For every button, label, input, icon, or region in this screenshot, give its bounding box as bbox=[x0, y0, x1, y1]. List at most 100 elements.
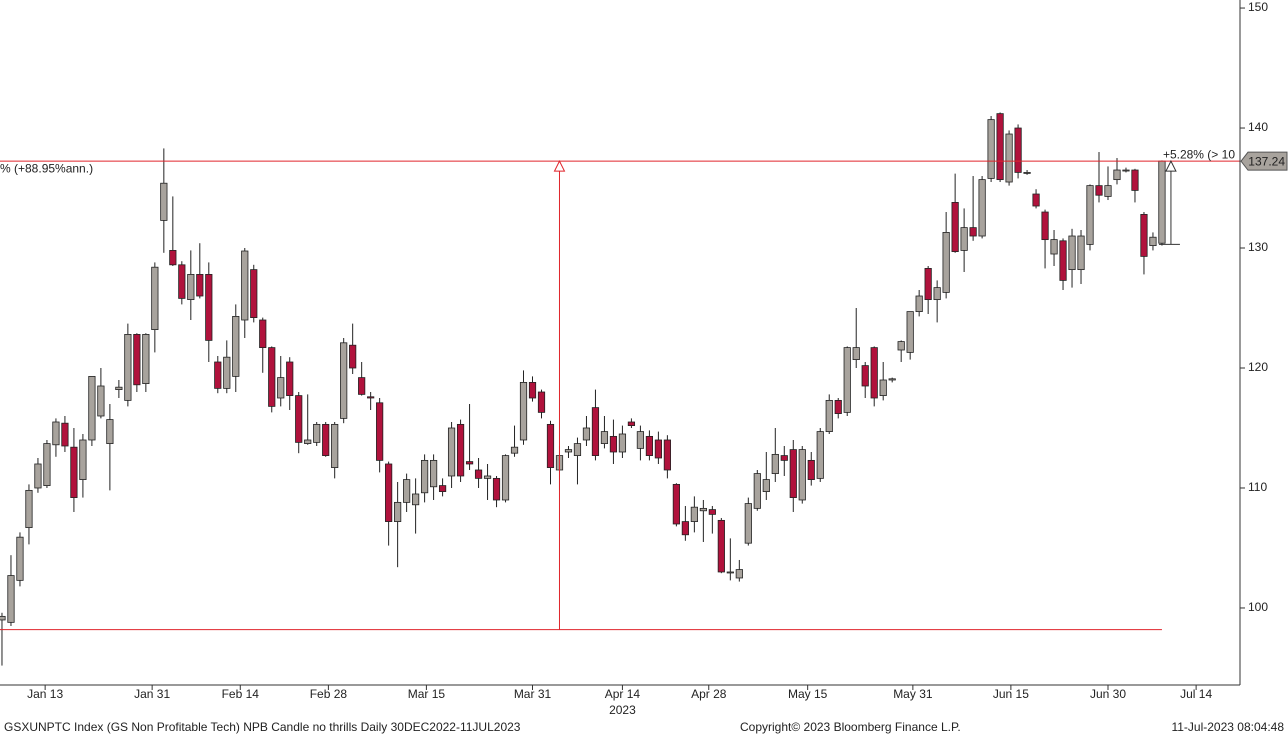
candle-body bbox=[735, 569, 743, 579]
candle-body bbox=[870, 347, 878, 399]
candle-body bbox=[1149, 236, 1157, 247]
annotation-label: % (+88.95%ann.) bbox=[0, 161, 93, 175]
candle-body bbox=[897, 341, 905, 351]
candle-body bbox=[0, 615, 6, 621]
candle-body bbox=[385, 463, 393, 522]
candle-body bbox=[304, 439, 312, 444]
candle-body bbox=[358, 377, 366, 395]
x-tick-label: Apr 28 bbox=[691, 687, 727, 701]
candle-body bbox=[43, 443, 51, 486]
candle-body bbox=[582, 427, 591, 441]
candle-body bbox=[331, 423, 339, 468]
candle-body bbox=[591, 407, 600, 456]
candle-body bbox=[861, 365, 869, 387]
candle-body bbox=[7, 575, 15, 623]
x-tick-label: Mar 15 bbox=[408, 687, 446, 701]
candle-body bbox=[1131, 169, 1139, 191]
candle-body bbox=[771, 453, 779, 474]
candle-body bbox=[492, 477, 501, 501]
candle-body bbox=[978, 179, 986, 237]
candle-body bbox=[1059, 240, 1067, 281]
candle-body bbox=[753, 473, 761, 509]
measure-arrow bbox=[1165, 160, 1177, 172]
candle-body bbox=[1050, 239, 1058, 255]
candle-body bbox=[34, 463, 42, 489]
candle-body bbox=[169, 250, 177, 266]
candle-body bbox=[780, 455, 788, 461]
candle-body bbox=[600, 431, 609, 444]
candle-body bbox=[1122, 169, 1130, 172]
candle-body bbox=[825, 399, 833, 432]
annotation-arrow bbox=[553, 160, 566, 172]
y-tick-label: 140 bbox=[1248, 120, 1268, 134]
last-price-label: 137.24 bbox=[1248, 154, 1285, 168]
candle-body bbox=[699, 507, 707, 512]
x-tick-label: May 31 bbox=[893, 687, 933, 701]
candle-body bbox=[681, 521, 689, 536]
candle-body bbox=[888, 378, 896, 381]
candle-body bbox=[52, 421, 60, 446]
candle-body bbox=[483, 475, 492, 479]
x-tick-label: Jul 14 bbox=[1180, 687, 1212, 701]
x-tick-label: Apr 14 bbox=[605, 687, 641, 701]
y-tick-label: 150 bbox=[1248, 0, 1268, 14]
candle-body bbox=[618, 433, 627, 453]
candle-body bbox=[295, 395, 303, 443]
y-tick-label: 100 bbox=[1248, 600, 1268, 614]
candle-body bbox=[394, 501, 402, 522]
candle-body bbox=[349, 344, 357, 369]
footer-left: GSXUNPTC Index (GS Non Profitable Tech) … bbox=[4, 720, 521, 734]
candle-body bbox=[942, 232, 950, 293]
candle-body bbox=[25, 489, 33, 528]
candle-body bbox=[744, 503, 752, 544]
candle-body bbox=[16, 536, 24, 581]
candle-body bbox=[133, 334, 141, 386]
candle-body bbox=[438, 485, 447, 492]
x-tick-label: Feb 28 bbox=[310, 687, 348, 701]
candle-body bbox=[537, 391, 546, 413]
candle-body bbox=[645, 435, 654, 456]
candle-body bbox=[151, 266, 159, 331]
candle-body bbox=[690, 506, 698, 522]
candle-body bbox=[789, 449, 797, 498]
candle-body bbox=[277, 377, 285, 399]
candle-body bbox=[232, 316, 240, 377]
plot-area: % (+88.95%ann.) +5.28% (> 10 bbox=[0, 112, 1240, 666]
candle-body bbox=[969, 227, 977, 237]
candle-body bbox=[834, 399, 842, 414]
candle-body bbox=[546, 423, 555, 468]
candle-body bbox=[708, 509, 716, 515]
candle-body bbox=[124, 334, 132, 401]
candle-body bbox=[798, 449, 806, 501]
candle-body bbox=[340, 342, 348, 419]
candle-body bbox=[1086, 185, 1094, 245]
candle-body bbox=[915, 295, 923, 313]
candle-body bbox=[421, 459, 429, 494]
candle-body bbox=[196, 274, 204, 297]
candle-body bbox=[70, 446, 78, 498]
candle-body bbox=[106, 419, 114, 444]
candle-body bbox=[1140, 214, 1148, 257]
candle-body bbox=[852, 347, 860, 360]
candle-body bbox=[573, 443, 582, 456]
y-tick-label: 130 bbox=[1248, 240, 1268, 254]
candle-body bbox=[924, 268, 932, 301]
candle-body bbox=[807, 459, 815, 480]
candle-body bbox=[1104, 185, 1112, 197]
candle-body bbox=[960, 227, 968, 251]
y-tick-label: 110 bbox=[1248, 480, 1267, 494]
candle-body bbox=[313, 423, 321, 443]
candle-body bbox=[879, 379, 887, 396]
candle-body bbox=[1095, 185, 1103, 196]
candle-body bbox=[501, 455, 510, 501]
candle-body bbox=[672, 483, 680, 525]
candle-body bbox=[367, 396, 375, 399]
candle-body bbox=[88, 375, 96, 441]
footer-center: Copyright© 2023 Bloomberg Finance L.P. bbox=[740, 720, 961, 734]
candle-body bbox=[564, 449, 573, 453]
candle-body bbox=[717, 519, 725, 573]
candle-body bbox=[376, 402, 384, 461]
candle-body bbox=[250, 269, 258, 319]
candle-body bbox=[187, 274, 195, 301]
